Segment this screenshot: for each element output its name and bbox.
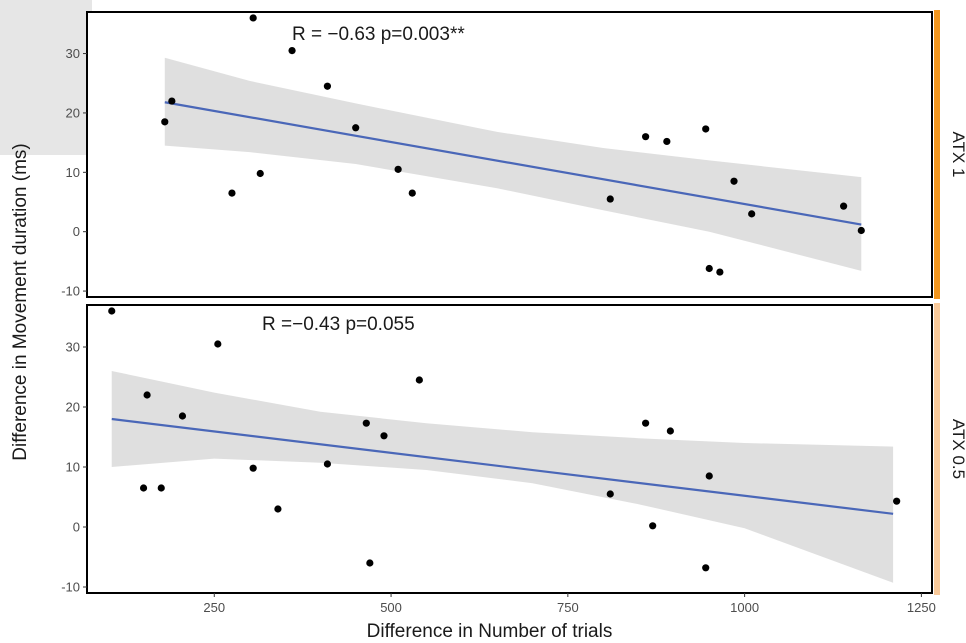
panel-bottom-y-ticks: -10 0 10 20 30	[61, 340, 87, 595]
panel-bottom-border	[86, 304, 933, 594]
data-point	[702, 125, 710, 133]
y-tick-label: 20	[66, 105, 80, 120]
data-point	[666, 427, 674, 435]
data-point	[362, 419, 370, 427]
data-point	[415, 376, 423, 384]
data-point	[606, 490, 614, 498]
panel-bottom-points	[108, 307, 901, 572]
data-point	[893, 497, 901, 505]
data-point	[394, 165, 402, 173]
data-point	[642, 419, 650, 427]
panel-top-y-ticks: -10 0 10 20 30	[61, 46, 87, 299]
panel-top-border	[86, 11, 933, 298]
data-point	[178, 412, 187, 420]
data-point	[366, 559, 374, 567]
data-point	[214, 340, 222, 348]
panel-bottom-correlation-annotation: R =−0.43 p=0.055	[262, 314, 415, 335]
regression-line	[111, 417, 894, 515]
data-point	[139, 484, 148, 492]
data-point	[143, 391, 151, 399]
data-point	[352, 124, 360, 132]
y-tick-label: -10	[61, 580, 80, 595]
top-left-gray-corner	[0, 0, 92, 155]
x-tick-label: 250	[203, 600, 225, 615]
data-point	[323, 460, 332, 468]
data-point	[716, 268, 724, 276]
data-point	[274, 505, 282, 513]
y-tick-label: -10	[61, 284, 80, 299]
y-tick-label: 20	[66, 400, 80, 415]
data-point	[168, 97, 176, 105]
data-point	[642, 133, 650, 141]
data-point	[161, 118, 169, 126]
y-tick-label: 30	[66, 46, 80, 61]
data-point	[730, 177, 738, 185]
x-tick-label: 500	[380, 600, 402, 615]
y-tick-label: 30	[66, 340, 80, 355]
panel-bottom-fit-line	[111, 417, 894, 515]
data-point	[705, 472, 713, 480]
data-point	[840, 202, 848, 210]
regression-line	[164, 101, 862, 226]
data-point	[108, 307, 116, 315]
y-tick-label: 10	[66, 460, 80, 475]
x-axis-title: Difference in Number of trials	[367, 621, 613, 642]
data-point	[663, 137, 671, 146]
panel-top: -10 0 10 20 30 ATX 1 R = −0.63 p=0.003**	[61, 10, 966, 299]
data-point	[705, 264, 713, 273]
panel-bottom: -10 0 10 20 30 ATX 0.5 R =−0.43 p=0.055	[61, 303, 966, 595]
x-axis-ticks: 250 500 750 1000 1250	[203, 593, 936, 615]
panel-bottom-strip-label: ATX 0.5	[949, 419, 966, 479]
y-tick-label: 0	[73, 224, 80, 239]
y-axis-title: Difference in Movement duration (ms)	[10, 143, 31, 461]
x-tick-label: 1000	[730, 600, 759, 615]
data-point	[748, 210, 756, 218]
data-point	[857, 226, 865, 235]
y-tick-label: 10	[66, 165, 80, 180]
data-point	[228, 189, 236, 197]
panel-top-strip-label: ATX 1	[949, 132, 966, 178]
data-point	[408, 189, 416, 197]
panel-top-strip	[934, 10, 940, 299]
panel-bottom-strip	[934, 303, 940, 595]
data-point	[380, 432, 388, 440]
y-tick-label: 0	[73, 520, 80, 535]
data-point	[702, 564, 710, 572]
panel-top-points	[161, 14, 865, 276]
x-tick-label: 750	[557, 600, 579, 615]
data-point	[649, 522, 657, 530]
panel-top-fit-line	[164, 101, 862, 226]
x-tick-label: 1250	[907, 600, 936, 615]
data-point	[256, 169, 264, 178]
data-point	[323, 82, 332, 90]
data-point	[249, 464, 257, 472]
panel-bottom-confidence-band	[111, 371, 894, 583]
confidence-band-area	[111, 371, 894, 583]
data-point	[249, 14, 257, 22]
data-point	[288, 46, 296, 55]
panel-top-correlation-annotation: R = −0.63 p=0.003**	[292, 24, 465, 45]
data-point	[157, 484, 165, 492]
data-point	[606, 195, 614, 203]
